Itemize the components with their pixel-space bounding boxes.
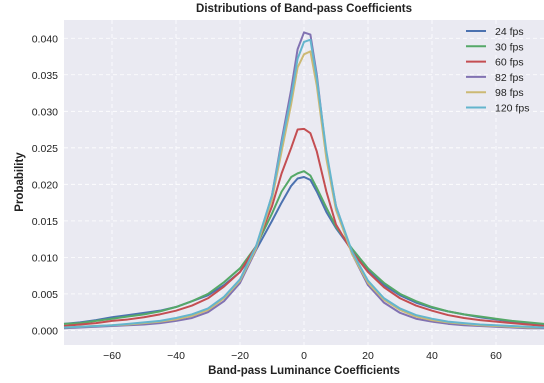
legend-label: 98 fps	[495, 87, 524, 99]
y-tick-label: 0.035	[32, 70, 58, 82]
legend-label: 30 fps	[495, 41, 524, 53]
x-tick-label: −20	[231, 350, 249, 362]
x-tick-label: 20	[362, 350, 374, 362]
y-axis-ticks: 0.000 0.005 0.010 0.015 0.020 0.025 0.030 0.035…	[32, 33, 58, 337]
x-axis-label: Band-pass Luminance Coefficients	[208, 365, 400, 377]
x-tick-label: −40	[167, 350, 185, 362]
y-tick-label: 0.000	[32, 325, 58, 337]
x-axis-ticks: −60 −40 −20 0 20 40 60	[103, 350, 502, 362]
y-tick-label: 0.010	[32, 252, 58, 264]
series-line-60-fps	[63, 127, 544, 328]
x-tick-label: 0	[301, 350, 307, 362]
series-group	[63, 31, 544, 330]
y-tick-label: 0.040	[32, 33, 58, 45]
chart-title: Distributions of Band-pass Coefficients	[196, 3, 412, 15]
legend-label: 82 fps	[495, 72, 524, 84]
legend-label: 120 fps	[495, 103, 529, 115]
series-line-120-fps	[63, 38, 544, 329]
x-tick-label: 40	[426, 350, 438, 362]
y-tick-label: 0.020	[32, 179, 58, 191]
y-tick-label: 0.015	[32, 216, 58, 228]
y-tick-label: 0.005	[32, 289, 58, 301]
y-tick-label: 0.025	[32, 143, 58, 155]
x-tick-label: −60	[103, 350, 121, 362]
y-axis-label: Probability	[14, 152, 26, 212]
series-line-30-fps	[63, 170, 544, 325]
y-tick-label: 0.030	[32, 106, 58, 118]
x-tick-label: 60	[490, 350, 502, 362]
legend: 24 fps 30 fps 60 fps 82 fps 98 fps 120 fps	[466, 26, 529, 115]
legend-label: 24 fps	[495, 26, 524, 38]
legend-label: 60 fps	[495, 57, 524, 69]
grid	[64, 20, 544, 345]
series-line-82-fps	[63, 31, 544, 330]
